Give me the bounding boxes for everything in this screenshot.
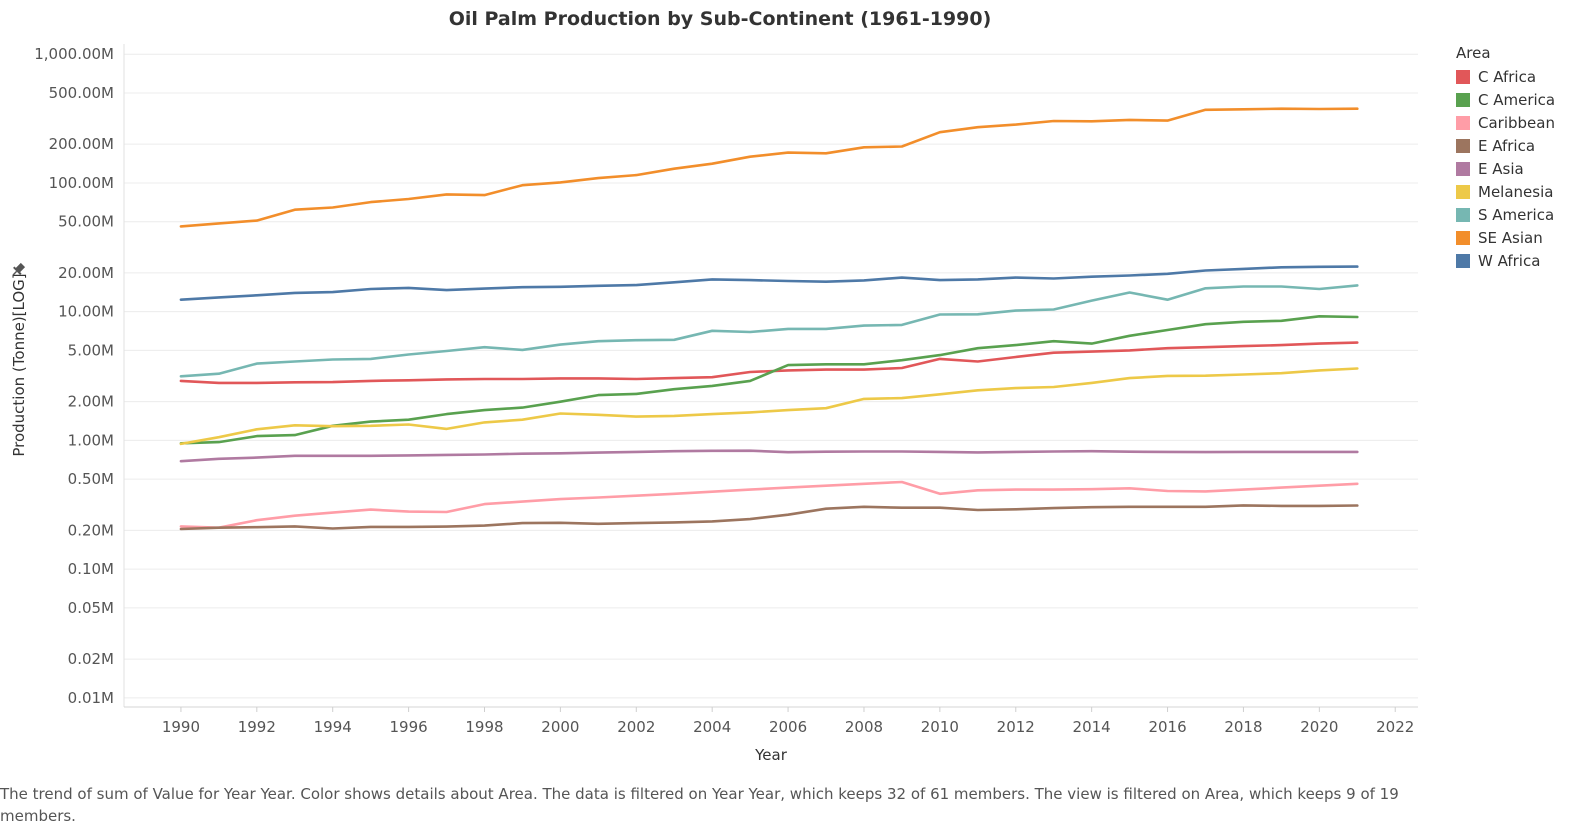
series-lines [179, 107, 1359, 531]
pin-icon[interactable] [10, 262, 27, 279]
series-line-w-africa[interactable] [179, 265, 1359, 302]
x-tick-label: 2022 [1376, 718, 1414, 736]
legend-item-e-africa[interactable]: E Africa [1456, 134, 1580, 157]
legend-item-melanesia[interactable]: Melanesia [1456, 180, 1580, 203]
x-tick-label: 2010 [921, 718, 959, 736]
legend-label: E Asia [1478, 159, 1524, 178]
x-axis-title: Year [754, 746, 788, 764]
legend-item-caribbean[interactable]: Caribbean [1456, 111, 1580, 134]
legend-swatch [1456, 161, 1470, 176]
legend-title: Area [1456, 44, 1491, 62]
legend-label: C Africa [1478, 67, 1537, 86]
x-tick-label: 1992 [238, 718, 276, 736]
series-line-caribbean[interactable] [179, 480, 1359, 530]
y-tick-label: 10.00M [58, 303, 114, 321]
series-line-e-africa[interactable] [179, 504, 1359, 531]
x-tick-label: 2008 [845, 718, 883, 736]
x-tick-label: 1996 [390, 718, 428, 736]
legend-item-c-africa[interactable]: C Africa [1456, 65, 1580, 88]
y-tick-label: 0.50M [68, 470, 114, 488]
y-tick-label: 500.00M [49, 84, 114, 102]
y-tick-label: 2.00M [68, 393, 114, 411]
y-tick-label: 200.00M [49, 135, 114, 153]
legend-swatch [1456, 207, 1470, 222]
legend-label: SE Asian [1478, 228, 1543, 247]
y-tick-label: 50.00M [58, 213, 114, 231]
y-tick-label: 0.10M [68, 560, 114, 578]
legend-label: Melanesia [1478, 182, 1554, 201]
series-line-e-asia[interactable] [179, 449, 1359, 463]
x-tick-label: 2004 [693, 718, 731, 736]
y-tick-label: 0.01M [68, 689, 114, 707]
x-tick-label: 1998 [465, 718, 503, 736]
legend-item-c-america[interactable]: C America [1456, 88, 1580, 111]
series-line-melanesia[interactable] [179, 367, 1359, 446]
legend-swatch [1456, 184, 1470, 199]
x-tick-label: 2020 [1300, 718, 1338, 736]
axes [123, 44, 1418, 712]
y-tick-label: 1,000.00M [34, 45, 114, 63]
x-tick-label: 2000 [541, 718, 579, 736]
y-tick-label: 0.02M [68, 650, 114, 668]
y-axis-title: Production (Tonne)[LOG] [10, 273, 28, 456]
chart-caption: The trend of sum of Value for Year Year.… [0, 785, 1399, 825]
y-tick-label: 1.00M [68, 431, 114, 449]
series-line-c-america[interactable] [179, 314, 1359, 445]
x-tick-label: 2018 [1224, 718, 1262, 736]
legend-label: S America [1478, 205, 1555, 224]
legend-label: E Africa [1478, 136, 1536, 155]
chart-area: 0.01M 0.02M 0.05M 0.10M 0.20M 0.50M 1.00M 2.00M… [10, 44, 1418, 764]
y-tick-label: 0.05M [68, 599, 114, 617]
x-tick-label: 1990 [162, 718, 200, 736]
series-line-se-asian[interactable] [179, 107, 1359, 228]
legend: Area C Africa C America Caribbean E Africa E… [1456, 44, 1580, 272]
x-tick-label: 1994 [314, 718, 352, 736]
x-tick-label: 2012 [997, 718, 1035, 736]
y-tick-label: 5.00M [68, 341, 114, 359]
x-tick-label: 2002 [617, 718, 655, 736]
legend-item-e-asia[interactable]: E Asia [1456, 157, 1580, 180]
legend-swatch [1456, 138, 1470, 153]
legend-items: C Africa C America Caribbean E Africa E Asia… [1456, 65, 1580, 272]
x-tick-label: 2006 [769, 718, 807, 736]
x-tick-label: 2014 [1073, 718, 1111, 736]
legend-swatch [1456, 69, 1470, 84]
y-tick-label: 20.00M [58, 264, 114, 282]
series-line-s-america[interactable] [179, 284, 1359, 378]
legend-swatch [1456, 230, 1470, 245]
legend-item-s-america[interactable]: S America [1456, 203, 1580, 226]
gridlines [124, 53, 1418, 699]
legend-label: W Africa [1478, 251, 1541, 270]
legend-label: Caribbean [1478, 113, 1555, 132]
legend-swatch [1456, 253, 1470, 268]
y-tick-label: 100.00M [49, 174, 114, 192]
legend-swatch [1456, 115, 1470, 130]
tick-labels: 0.01M 0.02M 0.05M 0.10M 0.20M 0.50M 1.00M 2.00M… [34, 45, 1414, 736]
legend-label: C America [1478, 90, 1556, 109]
legend-swatch [1456, 92, 1470, 107]
legend-item-w-africa[interactable]: W Africa [1456, 249, 1580, 272]
y-tick-label: 0.20M [68, 521, 114, 539]
series-line-c-africa[interactable] [179, 341, 1359, 385]
x-tick-label: 2016 [1148, 718, 1186, 736]
legend-item-se-asian[interactable]: SE Asian [1456, 226, 1580, 249]
chart-title: Oil Palm Production by Sub-Continent (19… [448, 8, 992, 30]
